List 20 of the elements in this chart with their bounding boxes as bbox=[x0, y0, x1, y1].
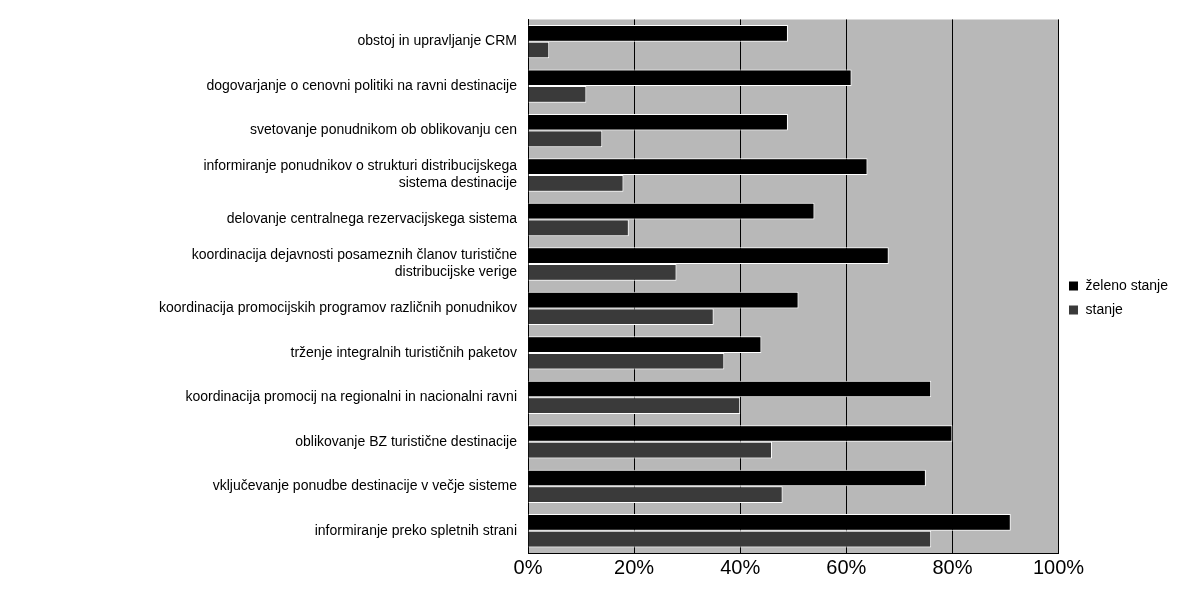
x-tick-label: 20% bbox=[614, 555, 655, 578]
y-tick-label: svetovanje ponudnikom ob oblikovanju cen bbox=[250, 121, 517, 138]
x-tick-label: 80% bbox=[932, 555, 973, 578]
y-tick-label: koordinacija promocij na regionalni in nacionalni ravni bbox=[185, 388, 517, 405]
y-tick-label: delovanje centralnega rezervacijskega sistema bbox=[226, 210, 518, 227]
x-tick-label: 60% bbox=[826, 555, 867, 578]
legend-label: želeno stanje bbox=[1085, 276, 1169, 293]
y-tick-label: obstoj in upravljanje CRM bbox=[357, 32, 517, 49]
legend-label: stanje bbox=[1085, 300, 1124, 317]
y-tick-label: oblikovanje BZ turistične destinacije bbox=[295, 432, 518, 449]
y-tick-label: koordinacija promocijskih programov različnih ponudnikov bbox=[159, 299, 517, 316]
y-tick-label: vključevanje ponudbe destinacije v večje sisteme bbox=[212, 477, 518, 494]
y-tick-label: trženje integralnih turističnih paketov bbox=[290, 343, 517, 360]
x-tick-label: 0% bbox=[513, 555, 543, 578]
y-tick-label: informiranje ponudnikov o strukturi distribucijskega sistema destinacije bbox=[203, 157, 518, 191]
y-tick-label: koordinacija dejavnosti posameznih članov turistične distribucijske verige bbox=[191, 246, 518, 280]
y-tick-label: informiranje preko spletnih strani bbox=[314, 521, 517, 538]
x-tick-label: 100% bbox=[1032, 555, 1085, 578]
y-tick-label: dogovarjanje o cenovni politiki na ravni destinacije bbox=[206, 76, 518, 93]
x-tick-label: 40% bbox=[720, 555, 761, 578]
